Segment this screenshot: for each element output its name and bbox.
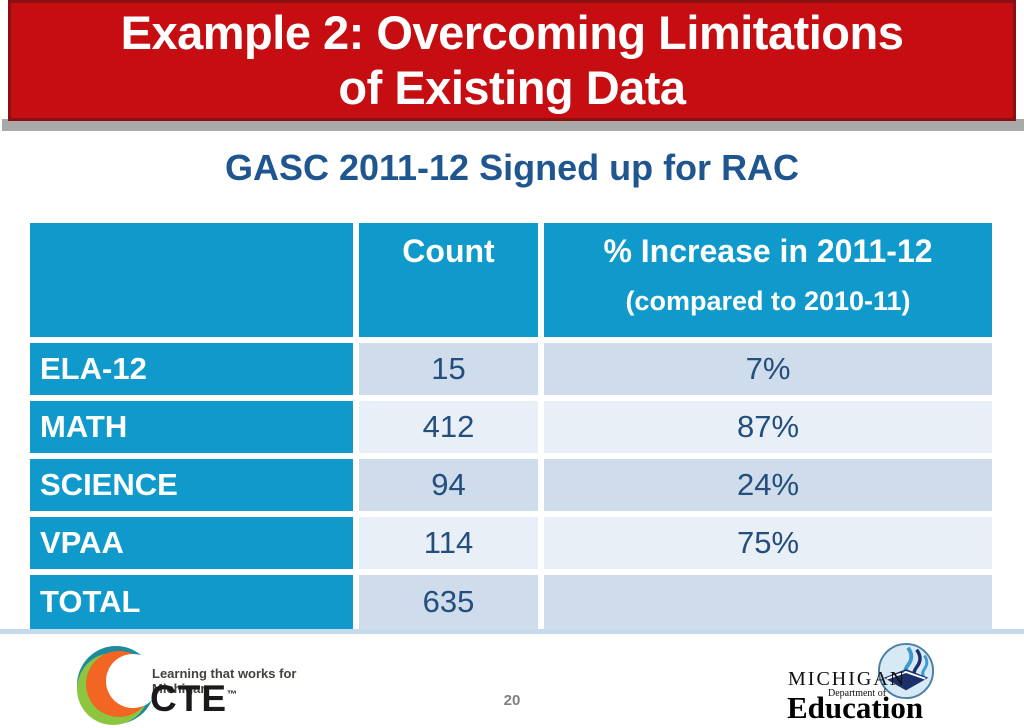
row-increase-science: 24% — [544, 459, 992, 511]
cte-acronym: CTE™ — [150, 678, 238, 720]
title-banner — [8, 0, 1016, 121]
mde-department-text: Department of — [828, 688, 887, 699]
cte-swirl-icon — [77, 646, 160, 725]
banner-drop-shadow — [2, 119, 1024, 131]
table-header-increase-line2: (compared to 2010-11) — [625, 286, 911, 316]
cte-acronym-text: CTE — [150, 678, 227, 719]
slide-title-line1: Example 2: Overcoming Limitations — [120, 6, 904, 59]
table-header-increase-line1: % Increase in 2011-12 — [603, 233, 933, 269]
row-label-science: SCIENCE — [30, 459, 353, 511]
page-number: 20 — [503, 692, 521, 709]
table-header-count: Count — [359, 223, 538, 337]
row-label-total: TOTAL — [30, 575, 353, 629]
cte-logo: Learning that works for Michigan CTE™ — [76, 645, 346, 725]
row-label-ela12: ELA-12 — [30, 343, 353, 395]
row-count-math: 412 — [359, 401, 538, 453]
row-increase-ela12: 7% — [544, 343, 992, 395]
row-count-vpaa: 114 — [359, 517, 538, 569]
row-increase-math: 87% — [544, 401, 992, 453]
table-header-increase: % Increase in 2011-12 (compared to 2010-… — [544, 223, 992, 337]
footer-divider-rule — [0, 629, 1024, 634]
mde-book-emblem-icon — [877, 642, 935, 700]
gasc-data-table: Count % Increase in 2011-12 (compared to… — [30, 223, 992, 629]
slide-title-line2: of Existing Data — [338, 61, 686, 114]
mde-education-text: Education — [787, 690, 924, 725]
row-increase-vpaa: 75% — [544, 517, 992, 569]
mde-michigan-text: MICHIGAN — [788, 668, 907, 690]
slide-title: Example 2: Overcoming Limitations of Exi… — [8, 5, 1016, 115]
row-label-math: MATH — [30, 401, 353, 453]
cte-trademark: ™ — [227, 689, 238, 701]
row-count-science: 94 — [359, 459, 538, 511]
row-increase-total — [544, 575, 992, 629]
table-header-blank — [30, 223, 353, 337]
row-count-ela12: 15 — [359, 343, 538, 395]
slide-subtitle: GASC 2011-12 Signed up for RAC — [224, 147, 800, 188]
row-count-total: 635 — [359, 575, 538, 629]
mde-logo: MICHIGAN Department of Education — [785, 640, 1020, 725]
row-label-vpaa: VPAA — [30, 517, 353, 569]
cte-tagline: Learning that works for Michigan — [152, 666, 297, 696]
